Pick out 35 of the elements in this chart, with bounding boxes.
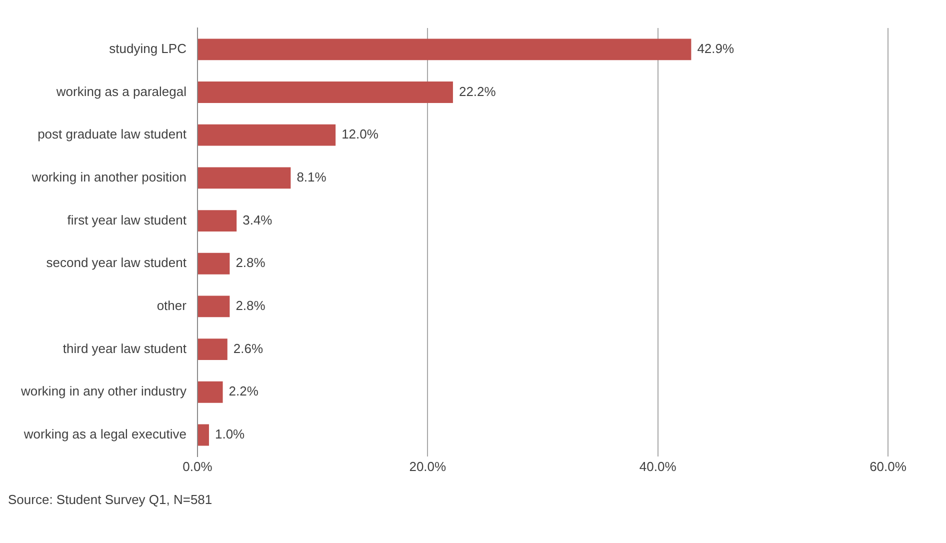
data-label: 42.9%	[697, 41, 734, 56]
source-note: Source: Student Survey Q1, N=581	[8, 492, 214, 507]
y-tick-label: working in any other industry	[20, 384, 187, 399]
x-tick-label: 40.0%	[639, 458, 677, 474]
x-tick-label: 60.0%	[870, 458, 907, 474]
y-tick-label: working in another position	[30, 170, 186, 185]
data-label: 3.4%	[242, 212, 273, 228]
y-tick-label: post graduate law student	[38, 126, 187, 142]
x-tick-label: 0.0%	[182, 458, 213, 474]
bar	[198, 338, 228, 360]
y-tick-label: third year law student	[62, 340, 187, 356]
data-label: 2.8%	[236, 255, 266, 270]
bar	[198, 296, 230, 318]
bar	[198, 210, 237, 232]
y-tick-label: second year law student	[46, 255, 187, 270]
y-tick-label: first year law student	[67, 212, 187, 228]
data-label: 2.6%	[233, 340, 264, 356]
y-tick-label: studying LPC	[109, 41, 186, 56]
bar	[198, 38, 692, 60]
data-label: 1.0%	[214, 426, 246, 442]
bar	[198, 424, 209, 446]
bar	[198, 124, 336, 146]
data-label: 22.2%	[458, 84, 496, 99]
data-label: 2.8%	[236, 298, 266, 314]
bar	[198, 381, 223, 403]
y-tick-label: other	[156, 298, 188, 314]
x-tick-label: 20.0%	[409, 458, 447, 474]
data-label: 12.0%	[342, 126, 379, 142]
bar	[198, 167, 291, 189]
bar	[198, 82, 453, 103]
y-tick-label: working as a legal executive	[22, 426, 186, 442]
bar	[198, 252, 230, 274]
data-label: 2.2%	[228, 384, 259, 399]
y-tick-label: working as a paralegal	[55, 84, 187, 99]
data-label: 8.1%	[296, 170, 327, 185]
